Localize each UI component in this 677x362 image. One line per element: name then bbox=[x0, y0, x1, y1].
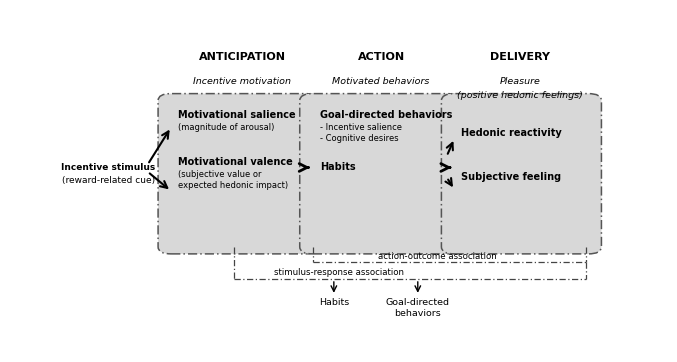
Text: ANTICIPATION: ANTICIPATION bbox=[198, 52, 286, 62]
Text: action-outcome association: action-outcome association bbox=[378, 252, 497, 261]
Text: (subjective value or: (subjective value or bbox=[178, 170, 261, 179]
Text: Motivated behaviors: Motivated behaviors bbox=[332, 77, 430, 86]
Text: stimulus-response association: stimulus-response association bbox=[274, 268, 403, 277]
Text: - Incentive salience: - Incentive salience bbox=[320, 123, 401, 132]
Text: behaviors: behaviors bbox=[395, 309, 441, 318]
Text: ACTION: ACTION bbox=[357, 52, 405, 62]
Text: Incentive motivation: Incentive motivation bbox=[193, 77, 291, 86]
Text: Goal-directed: Goal-directed bbox=[386, 299, 450, 307]
FancyBboxPatch shape bbox=[441, 94, 601, 254]
Text: (positive hedonic feelings): (positive hedonic feelings) bbox=[457, 91, 583, 100]
Text: Hedonic reactivity: Hedonic reactivity bbox=[461, 128, 562, 138]
Text: expected hedonic impact): expected hedonic impact) bbox=[178, 181, 288, 190]
Text: (magnitude of arousal): (magnitude of arousal) bbox=[178, 123, 274, 131]
Text: Motivational valence: Motivational valence bbox=[178, 157, 292, 167]
Text: Subjective feeling: Subjective feeling bbox=[461, 172, 561, 182]
Text: Habits: Habits bbox=[320, 163, 355, 172]
Text: Pleasure: Pleasure bbox=[500, 77, 540, 86]
Text: DELIVERY: DELIVERY bbox=[490, 52, 550, 62]
FancyBboxPatch shape bbox=[300, 94, 460, 254]
Text: Incentive stimulus: Incentive stimulus bbox=[61, 163, 155, 172]
Text: - Cognitive desires: - Cognitive desires bbox=[320, 134, 398, 143]
Text: Motivational salience: Motivational salience bbox=[178, 110, 296, 119]
Text: Habits: Habits bbox=[319, 299, 349, 307]
Text: Goal-directed behaviors: Goal-directed behaviors bbox=[320, 110, 452, 119]
FancyBboxPatch shape bbox=[158, 94, 318, 254]
Text: (reward-related cue): (reward-related cue) bbox=[62, 176, 155, 185]
